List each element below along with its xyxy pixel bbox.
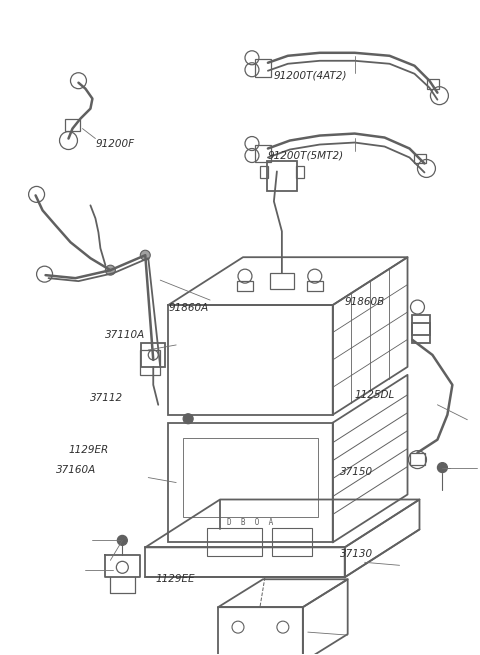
Text: 91200T(5MT2): 91200T(5MT2): [268, 151, 344, 160]
Text: 91200T(4AT2): 91200T(4AT2): [274, 71, 348, 81]
Text: 37150: 37150: [340, 466, 373, 477]
Text: D  B  O  A: D B O A: [227, 518, 273, 527]
Bar: [145, 548, 345, 577]
Bar: [260, 166, 268, 178]
Text: 37130: 37130: [340, 550, 373, 559]
Text: 37160A: 37160A: [56, 464, 96, 475]
Text: 37112: 37112: [90, 393, 123, 403]
Bar: [141, 343, 165, 367]
Bar: [415, 153, 426, 164]
Bar: [412, 315, 431, 335]
Bar: [267, 162, 297, 191]
Bar: [168, 422, 333, 542]
Bar: [296, 166, 304, 178]
Circle shape: [106, 265, 115, 275]
Bar: [218, 607, 303, 655]
Text: 91860A: 91860A: [168, 303, 208, 313]
Bar: [412, 323, 431, 343]
Circle shape: [140, 250, 150, 260]
Text: 37110A: 37110A: [106, 330, 145, 340]
Bar: [272, 529, 312, 556]
Bar: [270, 273, 294, 289]
Text: 1125DL: 1125DL: [355, 390, 395, 400]
Bar: [409, 453, 425, 464]
Text: 1129ER: 1129ER: [69, 445, 109, 455]
Text: 91200F: 91200F: [96, 139, 134, 149]
Bar: [64, 119, 81, 130]
Bar: [140, 350, 160, 375]
Circle shape: [437, 462, 447, 472]
Bar: [207, 529, 262, 556]
Bar: [428, 79, 439, 88]
Bar: [237, 281, 253, 291]
Bar: [168, 305, 333, 415]
Bar: [255, 145, 271, 162]
Circle shape: [183, 414, 193, 424]
Bar: [255, 59, 271, 77]
Bar: [307, 281, 323, 291]
Text: 1129EE: 1129EE: [155, 574, 195, 584]
Circle shape: [117, 535, 127, 546]
Text: 91860B: 91860B: [345, 297, 385, 307]
Bar: [183, 438, 318, 517]
